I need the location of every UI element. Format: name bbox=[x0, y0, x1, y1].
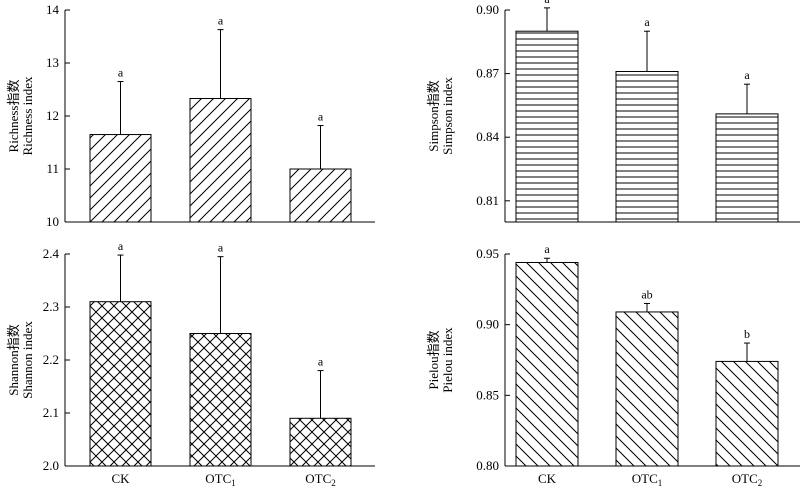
bar bbox=[89, 301, 152, 467]
x-tick-label: OTC2 bbox=[732, 471, 763, 488]
bar bbox=[715, 113, 779, 223]
y-tick-label: 0.84 bbox=[476, 129, 499, 144]
y-tick-label: 0.95 bbox=[476, 246, 499, 261]
significance-label: a bbox=[644, 15, 650, 29]
significance-label: a bbox=[318, 110, 324, 124]
bar bbox=[515, 30, 579, 223]
y-tick-label: 2.3 bbox=[43, 299, 59, 314]
y-axis-label-en: Pielou index bbox=[440, 327, 455, 393]
y-tick-label: 2.2 bbox=[43, 352, 59, 367]
y-axis-label: Shannon指数 bbox=[6, 324, 21, 396]
bar bbox=[189, 98, 252, 223]
y-axis-label-en: Richness index bbox=[20, 76, 35, 156]
x-tick-label: OTC1 bbox=[205, 471, 236, 488]
bar bbox=[289, 168, 352, 223]
y-axis-label: Richness指数 bbox=[6, 80, 21, 153]
y-tick-label: 10 bbox=[46, 214, 59, 229]
x-tick-label: CK bbox=[538, 471, 557, 486]
significance-label: a bbox=[218, 241, 224, 255]
significance-label: a bbox=[544, 242, 550, 256]
x-tick-label: OTC1 bbox=[632, 471, 663, 488]
x-tick-label: CK bbox=[111, 471, 130, 486]
significance-label: a bbox=[744, 68, 750, 82]
significance-label: a bbox=[318, 355, 324, 369]
bar bbox=[189, 333, 252, 467]
y-tick-label: 12 bbox=[46, 108, 59, 123]
y-tick-label: 14 bbox=[46, 2, 60, 17]
significance-label: b bbox=[744, 327, 750, 341]
y-tick-label: 13 bbox=[46, 55, 59, 70]
bar bbox=[615, 70, 679, 223]
y-tick-label: 0.90 bbox=[476, 2, 499, 17]
significance-label: a bbox=[118, 239, 124, 253]
y-tick-label: 0.80 bbox=[476, 458, 499, 473]
bar bbox=[615, 311, 679, 467]
y-tick-label: 11 bbox=[46, 161, 59, 176]
y-axis-label-en: Shannon index bbox=[20, 321, 35, 399]
significance-label: a bbox=[218, 14, 224, 28]
y-tick-label: 2.1 bbox=[43, 405, 59, 420]
y-tick-label: 0.87 bbox=[476, 66, 499, 81]
significance-label: ab bbox=[641, 287, 652, 301]
y-axis-label: Pielou指数 bbox=[426, 330, 441, 389]
panel-1: a a a 10 11 12 13 14 Richness指数 Richness index bbox=[6, 2, 375, 229]
bar bbox=[715, 360, 779, 467]
bar bbox=[89, 134, 152, 223]
y-axis-label: Simpson指数 bbox=[426, 80, 441, 152]
y-tick-label: 2.4 bbox=[43, 246, 60, 261]
y-tick-label: 0.85 bbox=[476, 387, 499, 402]
x-tick-label: OTC2 bbox=[305, 471, 336, 488]
y-tick-label: 2.0 bbox=[43, 458, 59, 473]
panel-4: a ab b 0.80 0.85 0.90 0.95 CK OTC1 OTC2 Pielou指数 Pi… bbox=[426, 242, 800, 488]
significance-label: a bbox=[118, 66, 124, 80]
y-axis-label-en: Simpson index bbox=[440, 77, 455, 155]
y-tick-label: 0.81 bbox=[476, 193, 499, 208]
significance-label: a bbox=[544, 0, 550, 6]
bar bbox=[289, 417, 352, 467]
y-tick-label: 0.90 bbox=[476, 317, 499, 332]
bar bbox=[515, 261, 579, 467]
panel-3: a a a 2.0 2.1 2.2 2.3 2.4 CK OTC1 OTC2 Shannon指数 Sha… bbox=[6, 239, 375, 488]
